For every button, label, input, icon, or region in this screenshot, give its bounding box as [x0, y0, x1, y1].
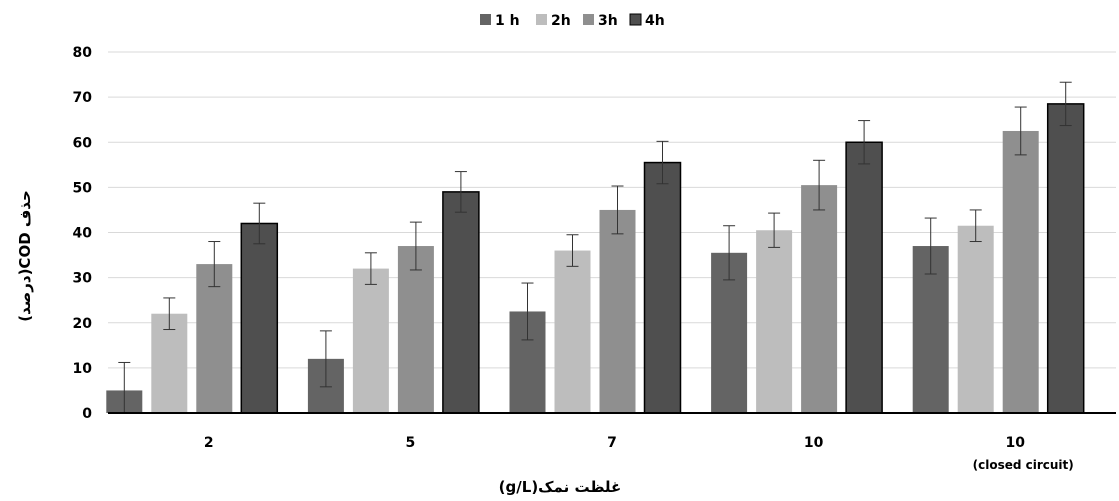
x-tick-sublabel: (closed circuit) [973, 458, 1074, 472]
y-tick-label: 80 [73, 45, 93, 61]
y-tick-label: 70 [73, 90, 93, 106]
chart-legend: 1 h 2h 3h 4h [480, 13, 665, 29]
bar-3h-4 [1002, 130, 1039, 413]
bar-3h-1 [397, 246, 434, 413]
bar-3h-2 [599, 209, 636, 413]
y-tick-label: 40 [73, 226, 93, 242]
y-tick-label: 50 [73, 180, 93, 196]
bar-4h-3 [845, 141, 883, 414]
y-tick-label: 30 [73, 271, 93, 287]
bar-4h-4 [1046, 103, 1085, 414]
legend-label: 1 h [495, 13, 520, 29]
legend-label: 3h [598, 13, 618, 29]
y-tick-label: 60 [73, 135, 93, 151]
x-tick-label: 10 [804, 435, 824, 451]
legend-swatch [629, 13, 642, 26]
bar-4h-0 [240, 222, 279, 414]
bar-2h-3 [756, 230, 793, 413]
bar-3h-3 [801, 185, 838, 413]
bar-3h-0 [196, 264, 233, 413]
x-tick-label: 7 [607, 435, 617, 451]
legend-label: 4h [645, 13, 665, 29]
x-tick-label: 10 [1005, 435, 1025, 451]
bar-4h-1 [442, 191, 480, 414]
bar-2h-4 [957, 225, 994, 413]
y-axis-label: حذف COD(درصد) [16, 190, 34, 322]
bar-2h-1 [352, 268, 389, 413]
legend-swatch [480, 14, 491, 25]
x-tick-label: 5 [406, 435, 416, 451]
bar-2h-0 [151, 313, 188, 413]
x-axis-label: غلظت نمک(g/L) [499, 478, 622, 496]
y-axis-ticks: 0 10 20 30 40 50 60 70 80 [73, 45, 93, 422]
x-tick-label: 2 [204, 435, 214, 451]
x-axis: 2 5 7 10 10 (closed circuit) [108, 412, 1116, 472]
bar-2h-2 [554, 250, 591, 413]
y-tick-label: 0 [82, 406, 92, 422]
legend-swatch [583, 14, 594, 25]
bar-group [106, 81, 1085, 414]
y-tick-label: 20 [73, 316, 93, 332]
legend-label: 2h [551, 13, 571, 29]
y-tick-label: 10 [73, 361, 93, 377]
legend-swatch [536, 14, 547, 25]
bar-4h-2 [643, 161, 682, 414]
